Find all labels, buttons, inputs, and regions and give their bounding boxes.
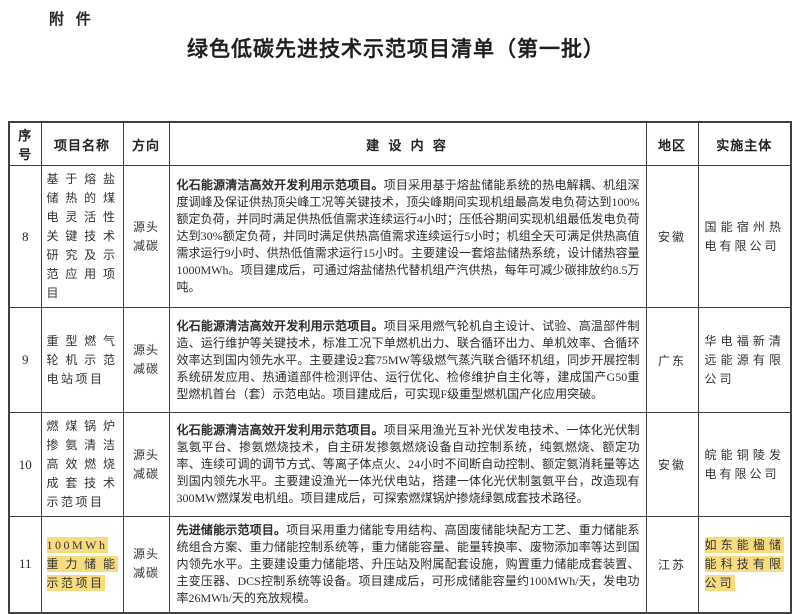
table-row: 11 100MWh 重力储能示范项目 源头减碳 先进储能示范项目。项目采用重力储… <box>8 516 792 613</box>
cell-direction: 源头减碳 <box>122 412 170 517</box>
col-header-content: 建 设 内 容 <box>168 121 647 166</box>
content-lead: 化石能源清洁高效开发利用示范项目。 <box>176 178 384 192</box>
entity-text: 华电福新清远能源有限公司 <box>704 333 784 386</box>
cell-project-name: 重型燃气轮机示范电站项目 <box>40 307 124 413</box>
cell-project-name: 100MWh 重力储能示范项目 <box>40 516 124 613</box>
table-row: 9 重型燃气轮机示范电站项目 源头减碳 化石能源清洁高效开发利用示范项目。项目采… <box>8 307 792 413</box>
col-header-direction: 方向 <box>122 121 170 166</box>
col-header-project-name: 项目名称 <box>40 121 124 166</box>
cell-content: 化石能源清洁高效开发利用示范项目。项目采用渔光互补光伏发电技术、一体化光伏制氢氨… <box>168 412 647 517</box>
col-header-no: 序号 <box>8 121 42 166</box>
col-header-entity: 实施主体 <box>697 121 792 166</box>
project-name-text: 重型燃气轮机示范电站项目 <box>46 333 118 386</box>
content-lead: 化石能源清洁高效开发利用示范项目。 <box>176 423 384 437</box>
table-row: 10 燃煤锅炉掺氨清洁高效燃烧成套技术示范项目 源头减碳 化石能源清洁高效开发利… <box>8 412 792 517</box>
table-row: 8 基于熔盐储热的煤电灵活性关键技术研究及示范应用项目 源头减碳 化石能源清洁高… <box>8 165 792 308</box>
project-name-text: 燃煤锅炉掺氨清洁高效燃烧成套技术示范项目 <box>46 419 118 509</box>
entity-text: 国能宿州热电有限公司 <box>704 219 784 253</box>
cell-region: 江苏 <box>645 516 699 613</box>
cell-no: 11 <box>8 516 42 613</box>
cell-project-name: 燃煤锅炉掺氨清洁高效燃烧成套技术示范项目 <box>40 412 124 517</box>
cell-region: 安徽 <box>645 412 699 517</box>
content-body: 项目采用渔光互补光伏发电技术、一体化光伏制氢氨平台、掺氨燃烧技术，自主研发掺氨燃… <box>176 423 640 505</box>
cell-no: 8 <box>8 165 42 308</box>
cell-direction: 源头减碳 <box>122 307 170 413</box>
cell-content: 化石能源清洁高效开发利用示范项目。项目采用燃气轮机自主设计、试验、高温部件制造、… <box>168 307 647 413</box>
cell-entity: 国能宿州热电有限公司 <box>697 165 792 308</box>
col-header-region: 地区 <box>645 121 699 166</box>
content-body: 项目采用燃气轮机自主设计、试验、高温部件制造、运行维护等关键技术，标准工况下单燃… <box>176 318 640 401</box>
projects-table: 序号 项目名称 方向 建 设 内 容 地区 实施主体 8 基于熔盐储热的煤电灵活… <box>8 121 792 614</box>
highlighted-entity: 如东能楹储能科技有限公司 <box>704 536 784 591</box>
cell-content: 先进储能示范项目。项目采用重力储能专用结构、高固废储能块配方工艺、重力储能系统组… <box>168 516 647 613</box>
table-header-row: 序号 项目名称 方向 建 设 内 容 地区 实施主体 <box>8 121 792 166</box>
cell-region: 广东 <box>645 307 699 413</box>
document-title: 绿色低碳先进技术示范项目清单（第一批） <box>187 37 605 61</box>
cell-project-name: 基于熔盐储热的煤电灵活性关键技术研究及示范应用项目 <box>40 165 124 308</box>
cell-entity: 华电福新清远能源有限公司 <box>697 307 792 413</box>
content-lead: 先进储能示范项目。 <box>176 522 287 537</box>
cell-entity: 如东能楹储能科技有限公司 <box>697 516 792 613</box>
content-lead: 化石能源清洁高效开发利用示范项目。 <box>176 318 384 333</box>
content-body: 项目采用基于熔盐储能系统的热电解耦、机组深度调峰及保证供热顶尖峰工况等关键技术，… <box>176 178 640 294</box>
cell-content: 化石能源清洁高效开发利用示范项目。项目采用基于熔盐储能系统的热电解耦、机组深度调… <box>168 165 647 308</box>
attachment-label: 附 件 <box>49 12 95 28</box>
cell-direction: 源头减碳 <box>122 165 170 308</box>
cell-no: 10 <box>8 412 42 517</box>
entity-text: 皖能铜陵发电有限公司 <box>704 447 784 481</box>
highlighted-project-name: 100MWh 重力储能示范项目 <box>46 536 118 591</box>
cell-region: 安徽 <box>645 165 699 308</box>
project-name-text: 基于熔盐储热的煤电灵活性关键技术研究及示范应用项目 <box>46 172 118 300</box>
cell-direction: 源头减碳 <box>122 516 170 613</box>
cell-entity: 皖能铜陵发电有限公司 <box>697 412 792 517</box>
cell-no: 9 <box>8 307 42 413</box>
